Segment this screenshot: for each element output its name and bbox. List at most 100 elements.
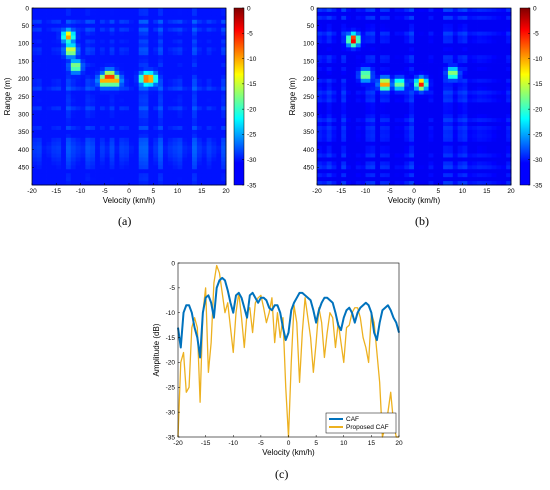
heatmap-cell xyxy=(119,149,125,154)
heatmap-cell xyxy=(162,78,169,84)
heatmap-cell xyxy=(138,181,144,186)
heatmap-cell xyxy=(51,55,57,60)
heatmap-cell xyxy=(95,106,101,111)
heatmap-cell xyxy=(428,35,434,40)
x-axis-label: Velocity (km/h) xyxy=(103,196,156,205)
heatmap-cell xyxy=(46,90,52,95)
heatmap-cell xyxy=(486,27,492,32)
heatmap-cell xyxy=(481,145,488,150)
heatmap-cell xyxy=(61,39,67,44)
heatmap-cell xyxy=(418,31,425,36)
heatmap-cell xyxy=(501,133,507,139)
heatmap-cell xyxy=(51,23,57,29)
heatmap-cell xyxy=(433,122,439,127)
heatmap-cell xyxy=(428,51,434,56)
heatmap-cell xyxy=(187,137,193,143)
heatmap-cell xyxy=(477,161,483,166)
heatmap-cell xyxy=(423,145,429,150)
heatmap-cell xyxy=(206,59,212,64)
heatmap-cell xyxy=(133,31,140,36)
heatmap-cell xyxy=(80,165,86,170)
heatmap-cell xyxy=(399,90,405,95)
heatmap-cell xyxy=(399,82,405,88)
heatmap-cell xyxy=(447,63,454,68)
heatmap-cell xyxy=(41,126,47,131)
heatmap-cell xyxy=(414,122,420,127)
heatmap-cell xyxy=(211,118,217,123)
heatmap-cell xyxy=(211,126,217,131)
heatmap-cell xyxy=(104,63,110,68)
heatmap-cell xyxy=(496,153,502,158)
heatmap-cell xyxy=(467,74,473,80)
heatmap-cell xyxy=(486,118,492,123)
heatmap-cell xyxy=(56,110,62,115)
heatmap-cell xyxy=(477,74,483,80)
heatmap-cell xyxy=(350,133,357,139)
heatmap-cell xyxy=(491,27,497,32)
y-tick-label: 200 xyxy=(18,76,29,83)
heatmap-cell xyxy=(211,27,217,32)
heatmap-cell xyxy=(114,11,120,17)
heatmap-cell xyxy=(438,90,444,95)
heatmap-cell xyxy=(129,86,135,91)
heatmap-cell xyxy=(119,165,125,170)
heatmap-cell xyxy=(143,165,149,170)
colorbar-ticks: 0-5-10-15-20-25-30-35 xyxy=(528,5,543,189)
heatmap-cell xyxy=(355,110,362,115)
heatmap-cell xyxy=(370,110,376,115)
heatmap-cell xyxy=(192,67,198,72)
heatmap-cell xyxy=(109,129,115,135)
heatmap-cell xyxy=(384,141,391,147)
heatmap-cell xyxy=(350,106,357,111)
heatmap-cell xyxy=(70,126,77,131)
heatmap-cell xyxy=(61,169,67,174)
heatmap-cell xyxy=(423,157,429,162)
heatmap-cell xyxy=(90,55,96,60)
heatmap-cell xyxy=(172,122,178,127)
heatmap-cell xyxy=(196,173,203,178)
heatmap-cell xyxy=(375,126,381,131)
heatmap-cell xyxy=(36,19,43,25)
heatmap-cell xyxy=(452,27,459,32)
heatmap-cell xyxy=(129,82,135,88)
heatmap-cell xyxy=(56,27,62,32)
heatmap-cell xyxy=(326,149,332,154)
heatmap-cell xyxy=(317,67,323,72)
heatmap-cell xyxy=(41,98,47,103)
heatmap-cell xyxy=(124,102,130,107)
heatmap-cell xyxy=(99,63,106,68)
heatmap-cell xyxy=(182,141,188,147)
heatmap-cell xyxy=(99,74,106,80)
heatmap-cell xyxy=(477,106,483,111)
heatmap-cell xyxy=(331,55,337,60)
heatmap-cell xyxy=(380,35,386,40)
heatmap-cell xyxy=(61,145,67,150)
heatmap-cell xyxy=(162,63,169,68)
heatmap-cell xyxy=(196,141,203,147)
heatmap-cell xyxy=(192,82,198,88)
heatmap-cell xyxy=(36,122,43,127)
heatmap-cell xyxy=(336,39,342,44)
legend-label-proposed-caf: Proposed CAF xyxy=(346,424,389,431)
heatmap-cell xyxy=(196,11,203,17)
heatmap-cell xyxy=(46,149,52,154)
heatmap-cell xyxy=(41,27,47,32)
heatmap-cell xyxy=(90,82,96,88)
heatmap-cell xyxy=(501,59,507,64)
heatmap-cell xyxy=(501,153,507,158)
heatmap-cell xyxy=(133,145,140,150)
heatmap-cell xyxy=(46,129,52,135)
heatmap-cell xyxy=(317,173,323,178)
heatmap-cell xyxy=(211,90,217,95)
heatmap-cell xyxy=(70,181,77,186)
heatmap-cell xyxy=(182,161,188,166)
heatmap-cell xyxy=(70,133,77,139)
heatmap-cell xyxy=(211,74,217,80)
heatmap-cell xyxy=(196,129,203,135)
heatmap-cell xyxy=(167,106,174,111)
heatmap-cell xyxy=(162,141,169,147)
heatmap-cell xyxy=(196,70,203,76)
heatmap-cell xyxy=(201,11,207,17)
heatmap-cell xyxy=(172,98,178,103)
heatmap-cell xyxy=(414,11,420,17)
